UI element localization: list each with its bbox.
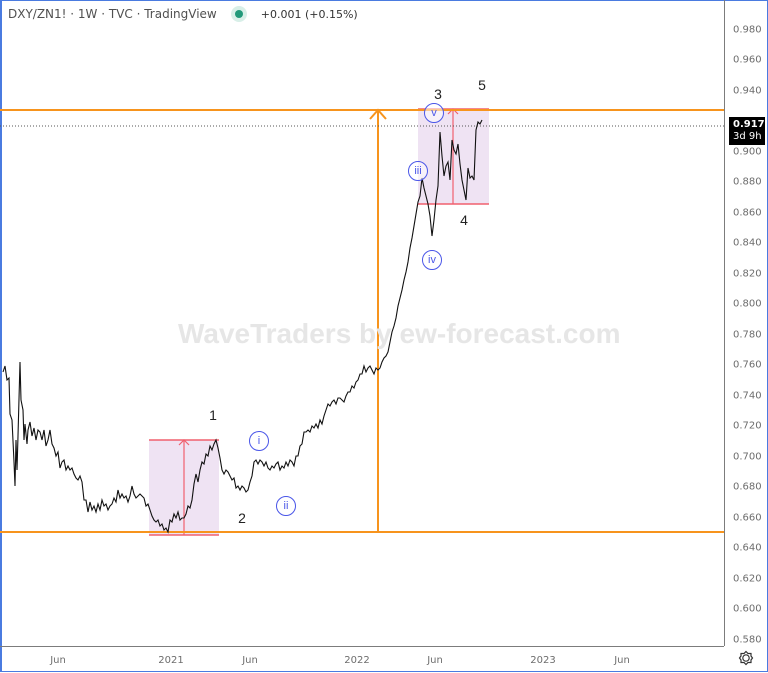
price-tick: 0.780: [733, 329, 762, 341]
price-tick: 0.820: [733, 268, 762, 280]
wave-label-4: 4: [460, 212, 468, 228]
symbol-title[interactable]: DXY/ZN1! · 1W · TVC · TradingView: [8, 7, 217, 21]
price-tick: 0.960: [733, 54, 762, 66]
price-tick: 0.980: [733, 24, 762, 36]
watermark: WaveTraders by ew-forecast.com: [178, 318, 621, 349]
time-tick: 2022: [344, 655, 370, 666]
price-change: +0.001 (+0.15%): [260, 7, 358, 21]
time-axis[interactable]: [0, 646, 724, 673]
price-tick: 0.800: [733, 298, 762, 310]
wave-label-5: 5: [478, 77, 486, 93]
wave-label-3: 3: [434, 86, 442, 102]
gear-icon[interactable]: [738, 650, 754, 666]
price-tick: 0.940: [733, 85, 762, 97]
time-tick: 2023: [530, 655, 556, 666]
market-status-icon: [230, 6, 247, 22]
subwave-label-iv: iv: [422, 250, 442, 270]
price-tick: 0.620: [733, 573, 762, 585]
subwave-label-v: v: [424, 103, 444, 123]
bar-countdown: 3d 9h: [733, 131, 762, 142]
price-tick: 0.680: [733, 481, 762, 493]
price-tick: 0.720: [733, 420, 762, 432]
price-tick: 0.880: [733, 176, 762, 188]
price-tick: 0.760: [733, 359, 762, 371]
chart-legend[interactable]: DXY/ZN1! · 1W · TVC · TradingView +0.001…: [8, 6, 358, 22]
wave-label-1: 1: [209, 407, 217, 423]
price-tick: 0.860: [733, 207, 762, 219]
price-tick: 0.700: [733, 451, 762, 463]
time-tick: Jun: [50, 655, 66, 666]
subwave-label-ii: ii: [276, 496, 296, 516]
time-tick: Jun: [242, 655, 258, 666]
last-price-value: 0.917: [733, 119, 765, 130]
price-tick: 0.740: [733, 390, 762, 402]
price-series: [2, 119, 483, 534]
last-price-badge: 0.917 3d 9h: [729, 117, 765, 145]
time-tick: Jun: [614, 655, 630, 666]
time-tick: 2021: [158, 655, 184, 666]
price-chart[interactable]: [0, 0, 724, 646]
time-tick: Jun: [427, 655, 443, 666]
subwave-label-iii: iii: [408, 161, 428, 181]
price-tick: 0.660: [733, 512, 762, 524]
price-tick: 0.840: [733, 237, 762, 249]
price-tick: 0.640: [733, 542, 762, 554]
price-tick: 0.580: [733, 634, 762, 646]
price-tick: 0.600: [733, 603, 762, 615]
subwave-label-i: i: [249, 431, 269, 451]
price-axis[interactable]: [724, 0, 768, 646]
wave-label-2: 2: [238, 510, 246, 526]
price-tick: 0.900: [733, 146, 762, 158]
